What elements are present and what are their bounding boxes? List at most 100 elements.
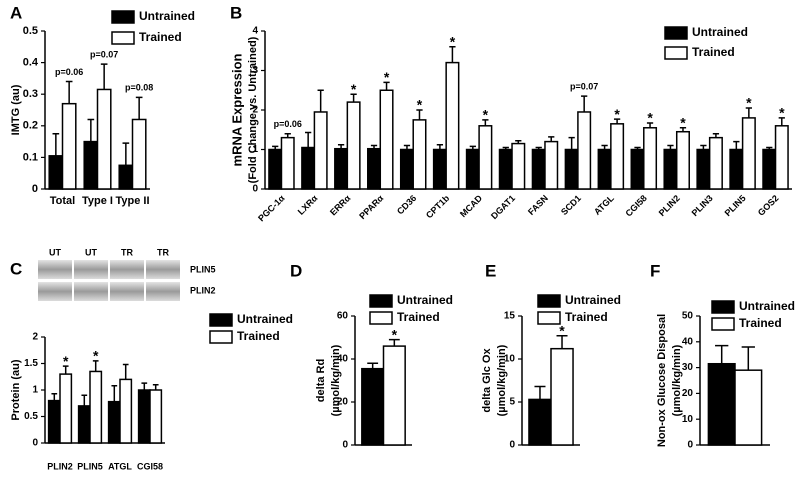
error-bar [679,127,687,132]
bar [96,88,112,190]
error-bar [87,118,95,142]
significance-label: * [384,69,390,85]
error-bar [715,344,729,364]
blot: UT UT TR TR PLIN5 PLIN2 [38,247,216,301]
error-bar [469,145,476,150]
y-axis-label: (µmol/kg/min) [330,344,342,416]
bar [367,147,382,190]
legend-swatch [664,46,688,60]
bar [597,148,612,190]
significance-label: * [351,81,357,97]
x-tick-label: ATGL [592,193,616,217]
bar [59,373,73,444]
significance-label: * [559,322,565,338]
error-bar [135,96,143,120]
bar [412,119,427,190]
error-bar [568,136,575,150]
error-bar [581,95,588,112]
error-bar [92,360,99,372]
significance-label: * [746,95,752,111]
error-bar [741,346,755,371]
error-bar [403,144,411,150]
error-bar [337,144,345,149]
blot-band [74,282,108,301]
bar [741,117,756,190]
bar [382,345,406,446]
error-bar [534,385,546,400]
bar [107,400,121,444]
error-bar [51,392,58,401]
bar [729,148,744,190]
legend-swatch [209,330,233,344]
x-tick-label: PLIN2 [47,461,73,471]
error-bar [778,117,785,126]
x-tick-label: PLIN3 [690,193,715,218]
bar [643,127,658,190]
bar [361,367,385,446]
error-bar [272,145,279,150]
legend-label: Trained [692,45,735,59]
legend-swatch [537,311,561,325]
y-tick-label: 40 [337,354,349,365]
legend-swatch [369,294,393,308]
y-axis-label: (Fold Change vs. Untrained) [247,36,259,183]
y-tick-label: 4 [252,26,258,37]
y-tick-label: 15 [504,311,516,322]
x-tick-label: Total [50,195,75,207]
error-bar [350,93,357,103]
error-bar [305,131,312,148]
y-tick-label: 0.1 [23,151,38,163]
bar [774,125,789,190]
bar [280,136,295,190]
error-bar [62,365,69,375]
legend-label: Trained [237,329,280,343]
error-bar [535,146,542,150]
y-axis-label: delta Glc Ox [481,348,493,413]
bar [564,148,579,190]
significance-label: * [647,110,653,126]
blot-lane: TR [157,247,169,257]
legend-label: Untrained [139,9,195,23]
x-tick-label: PGC-1α [256,193,287,224]
y-tick-label: 0 [252,184,258,195]
significance-label: * [450,34,456,50]
bar [301,146,316,190]
y-tick-label: 2 [252,105,258,116]
blot-protein: PLIN2 [190,285,216,295]
bar [465,148,480,190]
y-axis-label: Non-ox Glucose Disposal [656,314,668,447]
panel-label: D [290,261,302,280]
legend-label: Untrained [565,293,621,307]
legend-label: Untrained [692,25,748,39]
error-bar [122,142,130,166]
blot-band [110,260,144,279]
significance-label: * [614,106,620,122]
significance-label: * [392,326,398,342]
y-tick-label: 20 [337,397,349,408]
error-bar [284,132,291,138]
legend-swatch [711,317,735,331]
bar [432,148,447,190]
blot-band [146,260,180,279]
legend-swatch [369,311,393,325]
y-axis-label: (µmol/kg/min) [671,344,683,416]
y-tick-label: 3 [252,65,258,76]
significance-label: * [483,107,489,123]
legend-swatch [711,300,735,314]
error-bar [81,394,88,406]
panel-label: B [230,3,242,22]
bar [663,148,678,190]
blot-lane: TR [121,247,133,257]
bar [77,405,91,444]
bar [399,148,414,190]
bar [61,102,77,190]
significance-label: p=0.06 [274,119,302,129]
bar [478,125,493,190]
blot-lane: UT [85,247,97,257]
legend-label: Trained [397,310,440,324]
error-bar [745,107,752,118]
legend-swatch [111,10,135,24]
bar [577,111,592,190]
significance-label: * [417,97,423,113]
bar [630,148,645,190]
